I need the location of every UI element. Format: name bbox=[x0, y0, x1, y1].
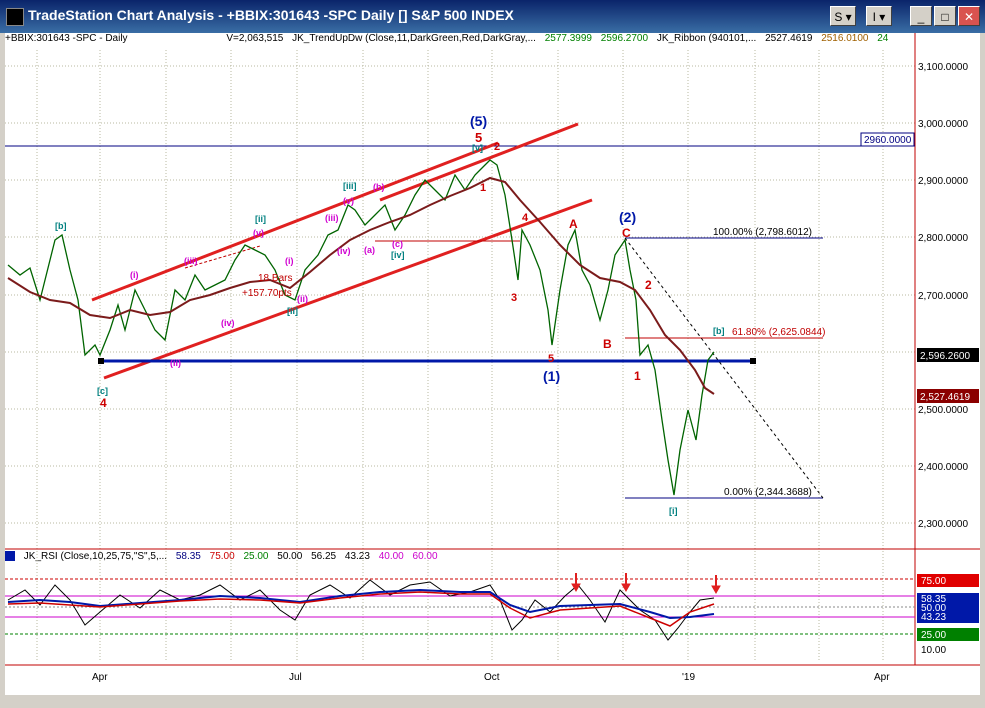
indicator2-value3: 24 bbox=[877, 33, 889, 44]
rsi-val-6: 43.23 bbox=[344, 551, 370, 562]
symbol-label: +BBIX:301643 -SPC - Daily bbox=[5, 33, 128, 44]
i-menu-button[interactable]: I ▾ bbox=[866, 6, 892, 26]
indicator1-label: JK_TrendUpDw (Close,11,DarkGreen,Red,Dar… bbox=[292, 33, 536, 44]
rsi-header: JK_RSI (Close,10,25,75,"S",5,... 58.35 7… bbox=[5, 551, 915, 567]
indicator2-label: JK_Ribbon (940101,... bbox=[656, 33, 757, 44]
rsi-val-5: 56.25 bbox=[311, 551, 337, 562]
indicator2-value2: 2516.0100 bbox=[821, 33, 869, 44]
s-menu-button[interactable]: S ▾ bbox=[830, 6, 856, 26]
rsi-val-1: 58.35 bbox=[175, 551, 201, 562]
rsi-val-4: 50.00 bbox=[277, 551, 303, 562]
chart-header: +BBIX:301643 -SPC - Daily V=2,063,515 JK… bbox=[5, 33, 915, 49]
maximize-button[interactable]: □ bbox=[934, 6, 956, 26]
app-icon bbox=[6, 8, 24, 26]
title-bar: TradeStation Chart Analysis - +BBIX:3016… bbox=[0, 0, 985, 33]
indicator1-value1: 2577.3999 bbox=[544, 33, 592, 44]
volume-label: V=2,063,515 bbox=[226, 33, 284, 44]
rsi-val-7: 40.00 bbox=[378, 551, 404, 562]
chart-area[interactable] bbox=[5, 33, 980, 695]
rsi-val-8: 60.00 bbox=[412, 551, 438, 562]
rsi-name: JK_RSI (Close,10,25,75,"S",5,... bbox=[23, 551, 168, 562]
indicator1-value2: 2596.2700 bbox=[600, 33, 649, 44]
rsi-val-2: 75.00 bbox=[209, 551, 235, 562]
close-button[interactable]: ✕ bbox=[958, 6, 980, 26]
minimize-button[interactable]: _ bbox=[910, 6, 932, 26]
indicator2-value1: 2527.4619 bbox=[765, 33, 813, 44]
rsi-val-3: 25.00 bbox=[243, 551, 269, 562]
rsi-color-icon bbox=[5, 551, 15, 562]
window-title: TradeStation Chart Analysis - +BBIX:3016… bbox=[28, 7, 514, 23]
